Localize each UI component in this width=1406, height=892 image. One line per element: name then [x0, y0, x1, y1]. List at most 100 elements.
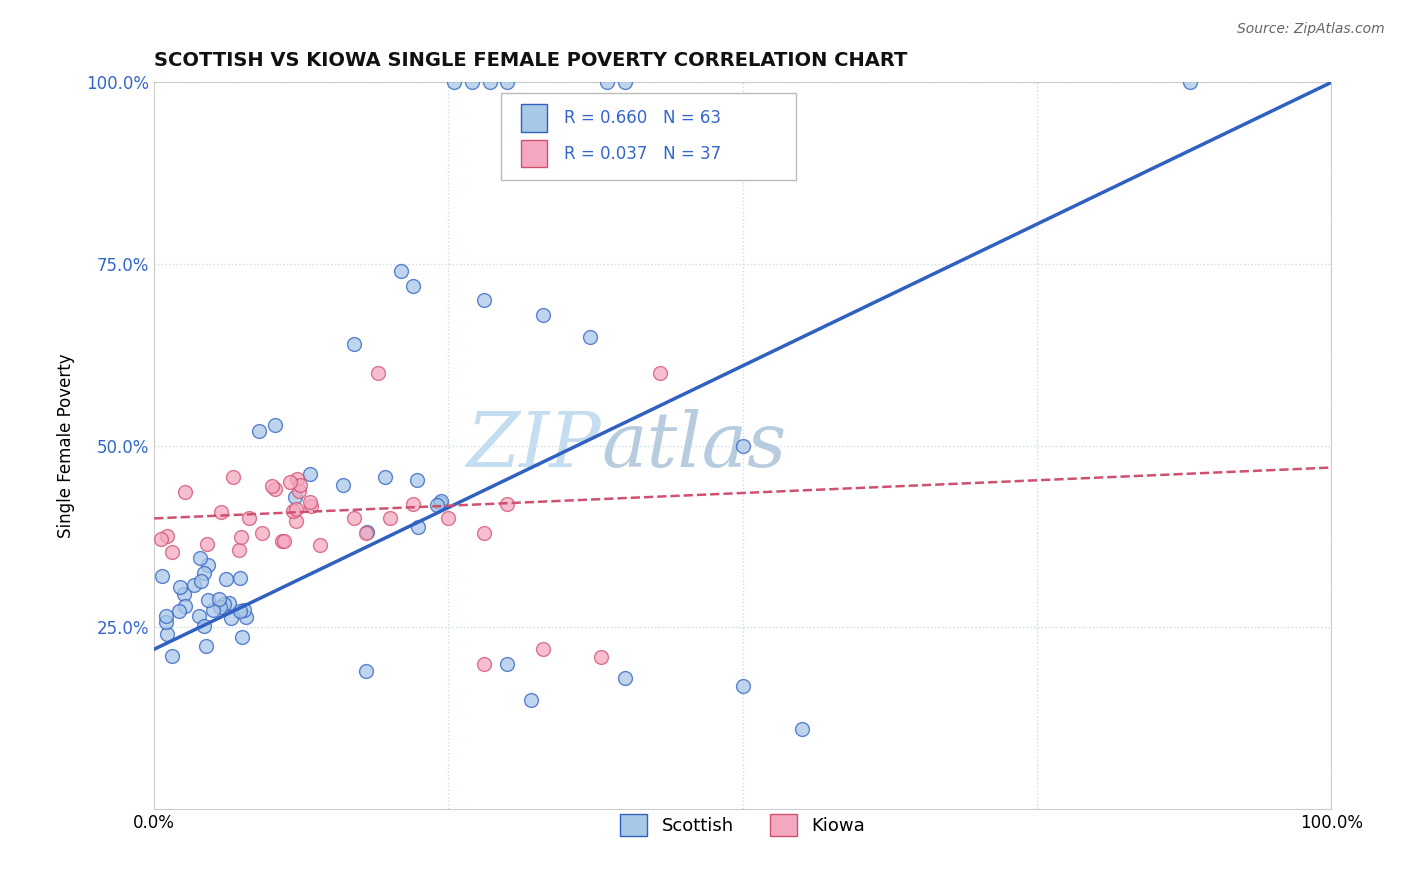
Point — [263, 418, 285, 433]
Point — [285, 514, 308, 528]
Point — [478, 75, 501, 89]
Point — [174, 599, 197, 614]
FancyBboxPatch shape — [502, 94, 796, 180]
Point — [496, 75, 519, 89]
Text: R = 0.660   N = 63: R = 0.660 N = 63 — [564, 109, 721, 127]
Point — [520, 693, 543, 707]
Point — [290, 477, 312, 491]
Point — [406, 520, 429, 534]
Point — [188, 550, 211, 565]
Point — [367, 366, 389, 380]
Point — [731, 439, 754, 453]
Point — [531, 642, 554, 657]
Point — [208, 600, 231, 615]
Point — [405, 473, 427, 487]
Point — [430, 493, 453, 508]
Point — [284, 491, 307, 505]
Point — [229, 571, 252, 585]
Point — [402, 497, 425, 511]
Point — [271, 534, 294, 549]
Point — [173, 587, 195, 601]
Point — [389, 264, 412, 278]
Point — [150, 568, 173, 582]
Point — [228, 543, 250, 558]
Point — [354, 525, 377, 540]
Point — [169, 580, 191, 594]
Point — [232, 603, 254, 617]
Text: atlas: atlas — [602, 409, 787, 483]
Point — [496, 657, 519, 671]
Point — [167, 605, 190, 619]
Point — [301, 499, 323, 513]
Point — [208, 592, 231, 607]
Point — [281, 504, 304, 518]
Point — [578, 329, 600, 343]
Point — [461, 75, 484, 89]
Point — [218, 596, 240, 610]
Point — [193, 566, 215, 580]
Point — [197, 592, 219, 607]
Point — [150, 532, 173, 546]
Point — [183, 578, 205, 592]
Y-axis label: Single Female Poverty: Single Female Poverty — [58, 353, 75, 538]
Point — [231, 530, 253, 544]
Point — [614, 75, 637, 89]
Point — [219, 611, 242, 625]
Point — [472, 525, 495, 540]
Point — [229, 604, 252, 618]
Point — [264, 482, 287, 496]
Point — [285, 501, 308, 516]
Point — [252, 525, 274, 540]
Point — [402, 278, 425, 293]
Point — [238, 510, 260, 524]
Point — [202, 603, 225, 617]
Point — [278, 475, 301, 489]
FancyBboxPatch shape — [522, 104, 547, 132]
Point — [156, 627, 179, 641]
Point — [197, 558, 219, 573]
Point — [215, 572, 238, 586]
Point — [155, 615, 177, 630]
Point — [273, 534, 295, 549]
Point — [496, 497, 519, 511]
Point — [160, 545, 183, 559]
Point — [332, 478, 354, 492]
Text: ZIP: ZIP — [467, 409, 602, 483]
FancyBboxPatch shape — [522, 140, 547, 168]
Point — [443, 75, 465, 89]
Point — [731, 679, 754, 693]
Point — [160, 649, 183, 664]
Text: R = 0.037   N = 37: R = 0.037 N = 37 — [564, 145, 721, 163]
Point — [193, 619, 215, 633]
Point — [374, 470, 396, 484]
Point — [190, 574, 212, 588]
Point — [195, 640, 218, 654]
Point — [650, 366, 672, 380]
Point — [262, 479, 284, 493]
Point — [472, 657, 495, 671]
Point — [195, 537, 218, 551]
Point — [288, 484, 311, 499]
Point — [429, 496, 451, 510]
Text: Source: ZipAtlas.com: Source: ZipAtlas.com — [1237, 22, 1385, 37]
Point — [235, 609, 257, 624]
Legend: Scottish, Kiowa: Scottish, Kiowa — [613, 807, 873, 844]
Point — [309, 537, 332, 551]
Point — [378, 511, 401, 525]
Point — [209, 505, 232, 519]
Point — [247, 424, 270, 438]
Point — [614, 671, 637, 685]
Point — [231, 630, 253, 644]
Point — [790, 722, 813, 736]
Point — [591, 649, 613, 664]
Point — [343, 337, 366, 351]
Point — [531, 308, 554, 322]
Point — [298, 495, 321, 509]
Point — [437, 511, 460, 525]
Point — [1178, 75, 1201, 89]
Point — [174, 485, 197, 500]
Point — [212, 598, 235, 612]
Point — [187, 608, 209, 623]
Point — [354, 664, 377, 678]
Point — [155, 609, 177, 624]
